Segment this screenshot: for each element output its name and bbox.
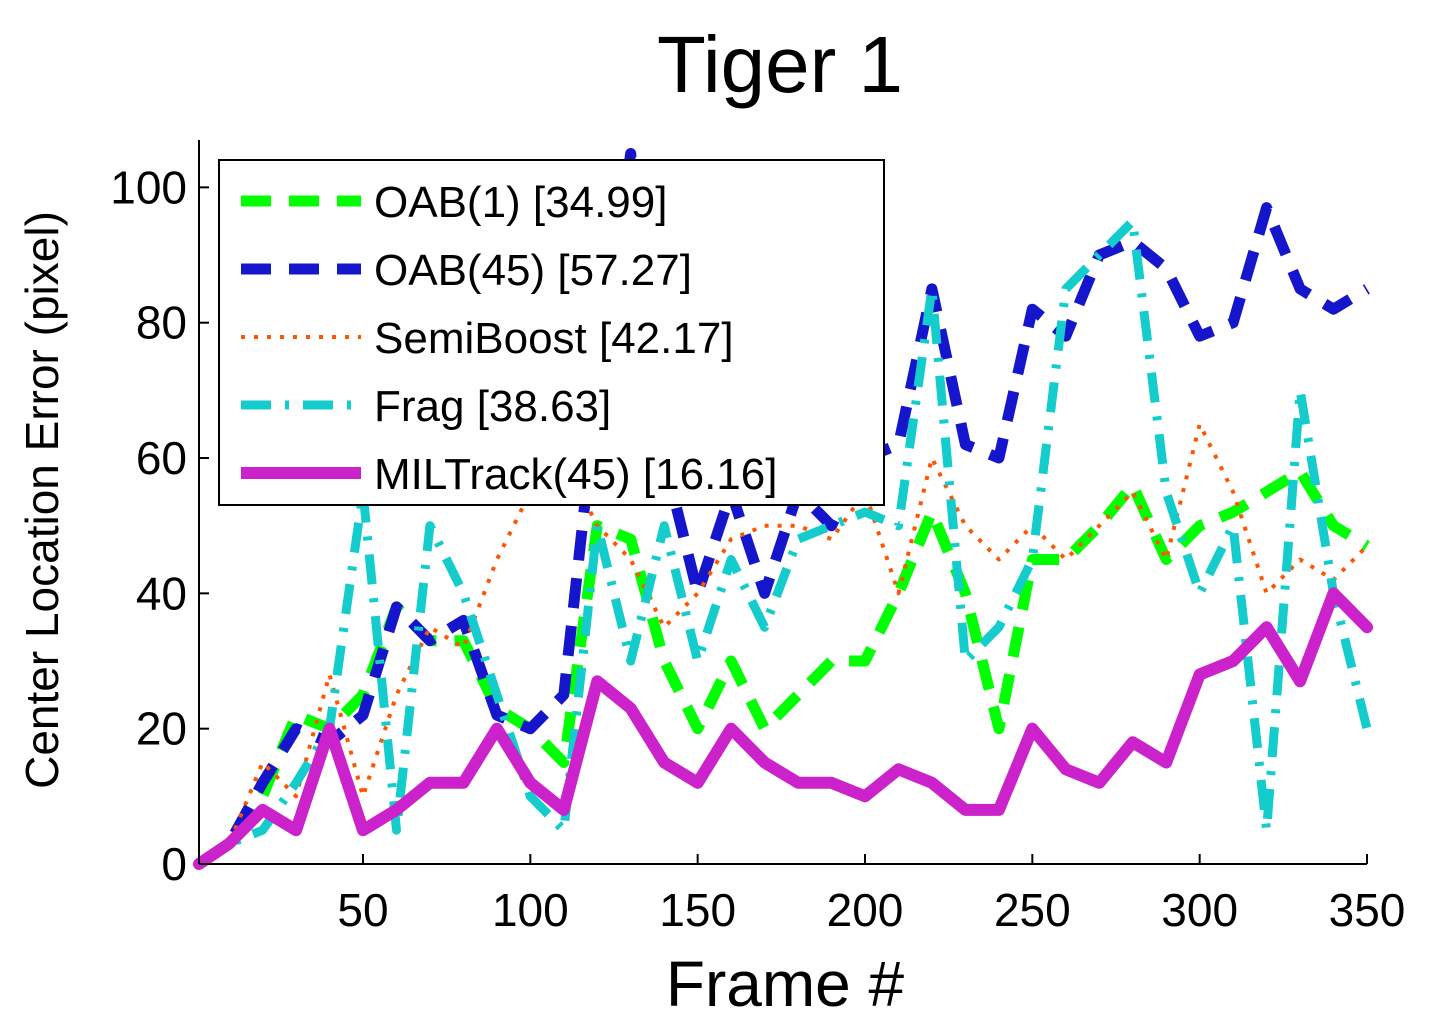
series-line-3 [196, 216, 1372, 868]
series-line-4 [193, 587, 1373, 870]
series-layer [193, 148, 1373, 870]
x-tick-label: 150 [659, 884, 736, 936]
legend-label-4: MILTrack(45) [16.16] [374, 450, 777, 499]
y-tick-label: 0 [161, 838, 187, 890]
x-tick-label: 100 [492, 884, 569, 936]
tick-layer: 50 100 150 200 250 300 350 0 20 40 60 80 100 [110, 161, 1405, 936]
legend-label-1: OAB(45) [57.27] [374, 246, 692, 295]
legend: OAB(1) [34.99] OAB(45) [57.27] SemiBoost [… [218, 159, 885, 506]
chart-title: Tiger 1 [657, 20, 903, 109]
y-tick-label: 100 [110, 161, 187, 213]
series-line-1 [195, 148, 1370, 869]
x-tick-label: 200 [827, 884, 904, 936]
x-axis-label: Frame # [666, 948, 905, 1020]
y-tick-label: 80 [136, 297, 187, 349]
y-tick-label: 40 [136, 567, 187, 619]
legend-label-3: Frag [38.63] [374, 382, 611, 431]
y-tick-label: 60 [136, 432, 187, 484]
legend-box [218, 159, 885, 506]
x-tick-label: 300 [1161, 884, 1238, 936]
x-tick-label: 350 [1329, 884, 1406, 936]
x-tick-label: 250 [994, 884, 1071, 936]
series-line-2 [197, 422, 1369, 866]
y-axis-label: Center Location Error (pixel) [16, 211, 68, 789]
legend-label-0: OAB(1) [34.99] [374, 178, 667, 227]
legend-label-2: SemiBoost [42.17] [374, 314, 734, 363]
y-tick-label: 20 [136, 703, 187, 755]
legend-items: OAB(1) [34.99] OAB(45) [57.27] SemiBoost [… [241, 178, 777, 499]
x-tick-label: 50 [337, 884, 388, 936]
